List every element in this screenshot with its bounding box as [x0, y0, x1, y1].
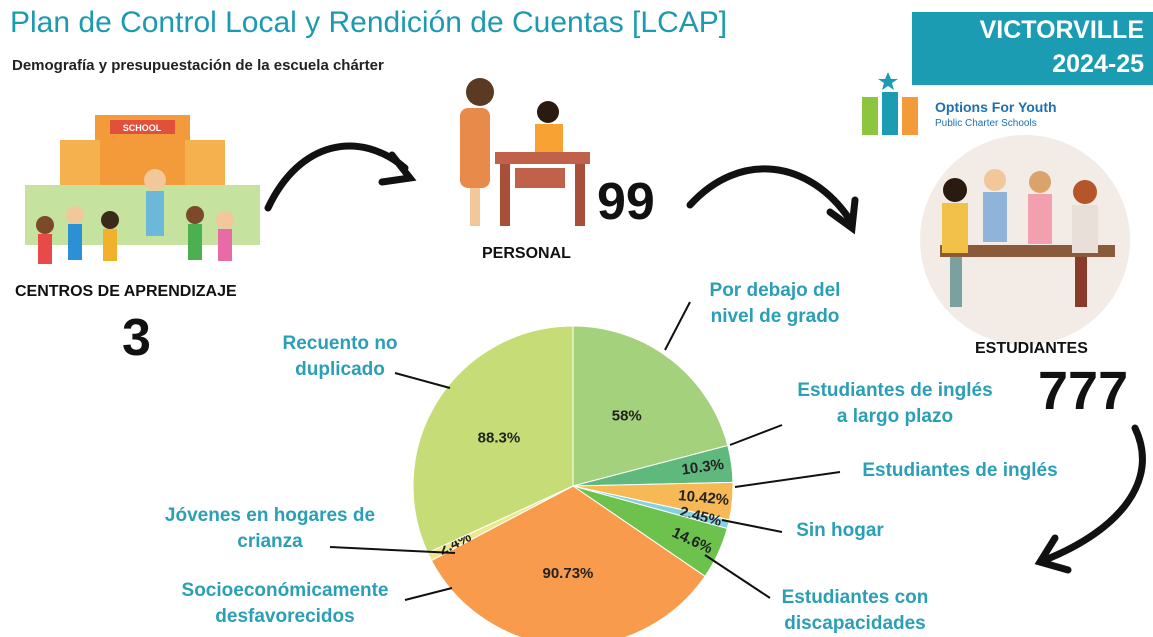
category-label: Estudiantes de inglés [862, 460, 1058, 481]
badge-year: 2024-25 [1052, 50, 1144, 78]
students-value: 777 [1038, 361, 1129, 421]
category-label: Estudiantes de inglés a largo plazo [797, 380, 993, 427]
badge-city: VICTORVILLE [979, 16, 1144, 44]
leader-line [729, 424, 783, 446]
centers-label: CENTROS DE APRENDIZAJE [15, 283, 237, 300]
slice-label: 10.3% [681, 456, 725, 479]
flow-arrows [264, 142, 1146, 574]
logo-tagline: Public Charter Schools [935, 118, 1037, 129]
category-label: Jóvenes en hogares de crianza [164, 505, 376, 552]
students-illustration [920, 135, 1130, 345]
slice-label: 88.3% [478, 429, 521, 446]
subtitle: Demografía y presupuestación de la escue… [12, 57, 384, 74]
category-label: Por debajo del nivel de grado [709, 280, 841, 327]
staff-label: PERSONAL [482, 245, 571, 262]
category-label: Recuento no duplicado [282, 333, 398, 380]
leader-line [664, 301, 691, 351]
title: Plan de Control Local y Rendición de Cue… [10, 6, 728, 39]
centers-value: 3 [122, 309, 151, 367]
students-label: ESTUDIANTES [975, 340, 1088, 357]
staff-value: 99 [597, 173, 655, 231]
category-label: Sin hogar [796, 520, 884, 541]
leader-line [394, 372, 451, 389]
logo-mark [862, 72, 918, 135]
pie-slice [572, 325, 729, 487]
leader-line [704, 554, 771, 599]
slice-label: 58% [612, 407, 642, 424]
leader-line [329, 546, 456, 554]
school-illustration: SCHOOL [25, 115, 260, 264]
leader-line [721, 519, 783, 533]
slice-label: 10.42% [678, 487, 730, 509]
category-label: Estudiantes con discapacidades [781, 587, 929, 634]
pie-slice [430, 485, 706, 637]
leader-line [734, 471, 841, 488]
slice-label: 90.73% [543, 565, 594, 582]
pie-slice [412, 325, 574, 554]
logo-name: Options For Youth [935, 99, 1057, 115]
category-label: Socioeconómicamente desfavorecidos [181, 580, 389, 627]
leader-line [404, 587, 453, 601]
badge-bg [912, 12, 1153, 85]
svg-text:SCHOOL: SCHOOL [123, 123, 162, 133]
teacher-illustration [460, 78, 590, 226]
